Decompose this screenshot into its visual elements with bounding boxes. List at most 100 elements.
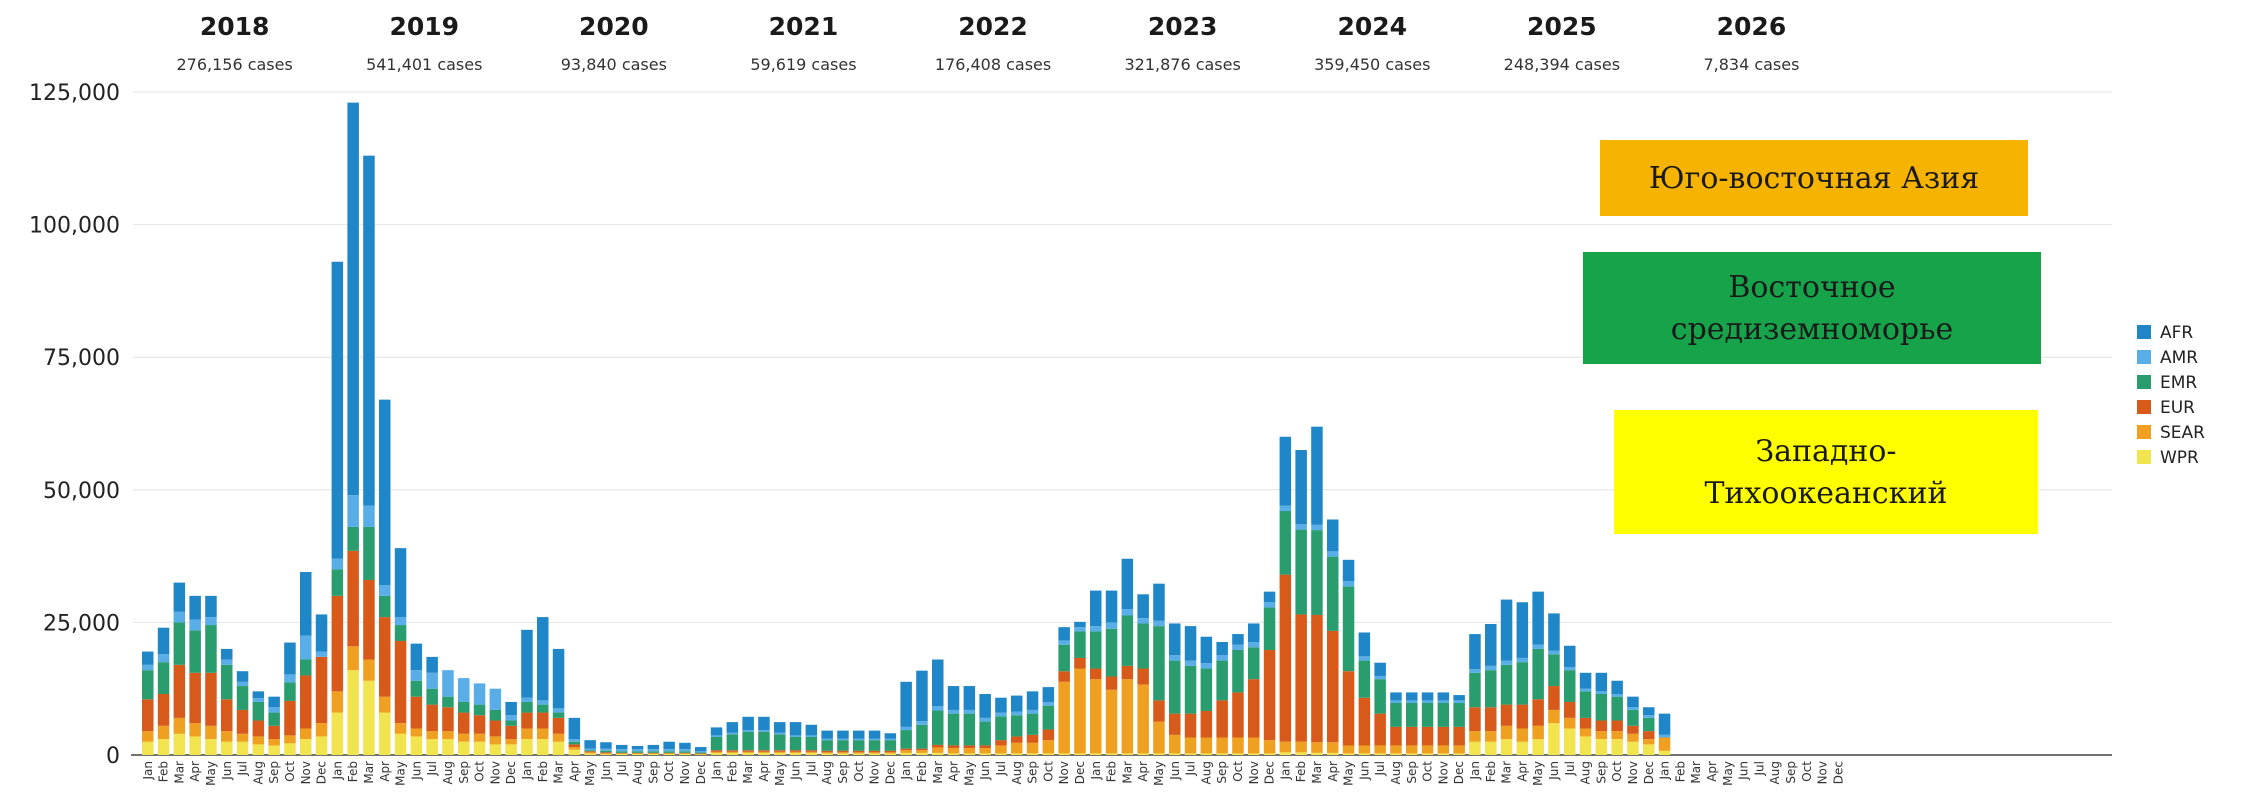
bar-segment-emr: [300, 659, 312, 676]
bar-segment-sear: [568, 747, 581, 750]
bar-segment-emr: [157, 662, 170, 694]
bar-segment-amr: [616, 749, 628, 752]
bar-segment-afr: [884, 733, 897, 739]
bar-segment-emr: [1579, 691, 1592, 718]
bar-segment-eur: [963, 745, 976, 749]
bar-segment-wpr: [1342, 753, 1355, 755]
x-tick-label: Oct: [852, 761, 866, 782]
year-case-count: 248,394 cases: [1504, 55, 1620, 74]
bar-segment-afr: [1390, 692, 1402, 701]
bar-segment-eur: [142, 699, 154, 732]
bar-segment-eur: [1042, 729, 1055, 741]
bar-segment-afr: [410, 643, 423, 671]
bar-segment-afr: [1564, 645, 1576, 667]
bar-segment-afr: [252, 691, 265, 699]
bar-segment-emr: [758, 731, 770, 751]
bar-segment-eur: [1485, 707, 1497, 732]
bar-segment-sear: [1627, 733, 1639, 742]
bar-segment-eur: [221, 699, 233, 732]
bar-segment-amr: [173, 611, 186, 623]
bar-segment-afr: [963, 686, 976, 710]
annotation-text: Восточное: [1728, 270, 1895, 305]
bar-segment-sear: [884, 752, 897, 754]
x-tick-label: Nov: [488, 761, 502, 784]
bar-segment-afr: [1342, 559, 1355, 582]
x-tick-label: Mar: [1120, 761, 1134, 784]
bar-segment-amr: [932, 706, 944, 711]
bar-segment-emr: [489, 709, 502, 721]
bar-segment-wpr: [1169, 753, 1181, 755]
bar-segment-amr: [236, 681, 249, 687]
bar-segment-eur: [663, 752, 675, 754]
bar-segment-sear: [758, 751, 770, 753]
bar-segment-amr: [695, 751, 707, 753]
bar-segment-emr: [1311, 530, 1323, 615]
bar-segment-amr: [1105, 622, 1118, 629]
bar-segment-sear: [1532, 725, 1544, 740]
bar-segment-sear: [347, 646, 359, 671]
bar-segment-wpr: [884, 753, 897, 755]
x-tick-label: May: [394, 761, 408, 786]
bar-segment-afr: [1358, 632, 1371, 657]
y-tick-label: 125,000: [29, 81, 120, 106]
bar-segment-amr: [1121, 609, 1134, 616]
bar-segment-amr: [1406, 700, 1418, 704]
bar-segment-eur: [173, 664, 186, 718]
bar-segment-wpr: [1011, 753, 1023, 755]
bar-segment-amr: [1153, 620, 1165, 627]
bar-segment-sear: [1153, 721, 1165, 754]
bar-segment-sear: [1169, 734, 1181, 754]
x-tick-label: Nov: [1436, 761, 1450, 784]
bar-segment-sear: [1216, 737, 1228, 754]
legend-swatch: [2137, 350, 2151, 364]
legend-label: SEAR: [2160, 423, 2205, 443]
bar-segment-sear: [647, 753, 660, 754]
bar-segment-amr: [805, 735, 818, 737]
year-case-count: 359,450 cases: [1314, 55, 1430, 74]
bar-segment-eur: [394, 640, 407, 724]
bar-segment-sear: [1658, 737, 1671, 751]
bar-segment-eur: [1169, 713, 1181, 735]
bar-segment-afr: [521, 629, 533, 698]
bar-segment-afr: [537, 617, 549, 701]
bar-segment-wpr: [1548, 723, 1560, 755]
bar-segment-amr: [947, 709, 960, 714]
x-tick-label: Apr: [1136, 761, 1150, 782]
bar-segment-sear: [774, 751, 786, 753]
bar-segment-eur: [695, 753, 707, 754]
bar-segment-eur: [1327, 630, 1339, 743]
bar-segment-amr: [1232, 644, 1244, 650]
x-tick-label: Jan: [330, 761, 344, 781]
bar-segment-wpr: [868, 753, 881, 755]
bar-segment-amr: [1327, 551, 1339, 557]
bar-segment-sear: [1327, 742, 1339, 753]
bar-segment-eur: [426, 704, 438, 732]
bar-segment-sear: [710, 751, 723, 753]
bar-segment-sear: [1026, 742, 1039, 754]
bar-segment-amr: [837, 738, 849, 741]
bar-segment-emr: [363, 526, 375, 580]
year-label: 2019: [389, 12, 459, 41]
bar-segment-afr: [1105, 590, 1118, 623]
bar-segment-amr: [458, 678, 470, 702]
bar-segment-eur: [710, 750, 723, 752]
bar-segment-amr: [1564, 666, 1576, 671]
bar-segment-eur: [932, 744, 944, 748]
bar-segment-eur: [616, 752, 628, 754]
bar-segment-amr: [679, 749, 691, 752]
x-tick-label: Mar: [741, 761, 755, 784]
bar-segment-afr: [995, 697, 1007, 713]
bar-segment-wpr: [631, 753, 644, 755]
year-case-count: 93,840 cases: [561, 55, 667, 74]
bar-segment-emr: [1169, 660, 1181, 714]
bar-segment-amr: [1579, 688, 1592, 692]
bar-segment-sear: [916, 750, 928, 753]
bar-segment-eur: [1263, 649, 1276, 741]
bar-segment-emr: [331, 569, 344, 596]
bar-segment-amr: [884, 738, 897, 741]
x-tick-label: May: [1721, 761, 1735, 786]
bar-segment-emr: [1232, 649, 1244, 693]
bar-segment-amr: [1437, 700, 1450, 704]
x-tick-label: Aug: [1389, 761, 1403, 784]
bar-segment-emr: [221, 664, 233, 700]
